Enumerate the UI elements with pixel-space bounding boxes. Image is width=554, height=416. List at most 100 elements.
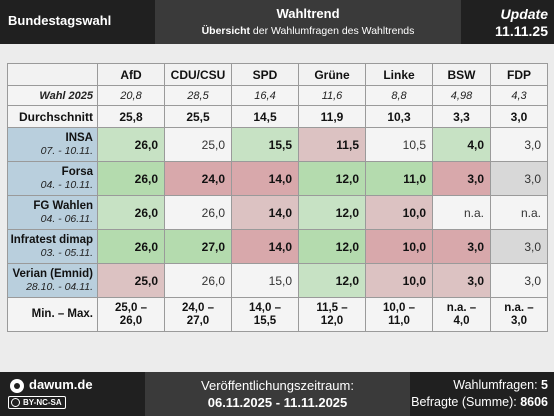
min-max-row: Min. – Max. 25,0 –26,0 24,0 –27,0 14,0 –…	[7, 297, 548, 332]
election-value: 11,6	[298, 85, 366, 106]
poll-value: n.a.	[432, 195, 491, 230]
poll-value: 3,0	[432, 263, 491, 298]
poll-value: 3,0	[490, 263, 548, 298]
party-header: Grüne	[298, 63, 366, 86]
institute-cell: FG Wahlen 04. - 06.11.	[7, 195, 98, 230]
max-value: 15,5	[253, 314, 277, 327]
dawum-logo-icon	[10, 379, 24, 393]
party-header: Linke	[365, 63, 433, 86]
cc-icon	[11, 398, 20, 407]
election-value: 4,3	[490, 85, 548, 106]
poll-value: 12,0	[298, 195, 366, 230]
average-value: 25,8	[97, 105, 165, 128]
period-value: 06.11.2025 - 11.11.2025	[207, 395, 348, 410]
poll-value: 26,0	[164, 263, 232, 298]
average-row: Durchschnitt 25,8 25,5 14,5 11,9 10,3 3,…	[7, 105, 548, 128]
poll-value: 26,0	[164, 195, 232, 230]
header-left-title: Bundestagswahl	[8, 13, 112, 28]
min-max-cell: 25,0 –26,0	[97, 297, 165, 332]
page-subtitle: Übersicht der Wahlumfragen des Wahltrend…	[155, 25, 461, 37]
poll-value: 11,0	[365, 161, 433, 196]
min-value: 10,0 –	[383, 301, 415, 314]
poll-value: 26,0	[97, 229, 165, 264]
election-value: 4,98	[432, 85, 491, 106]
header-left: Bundestagswahl	[0, 0, 155, 44]
min-value: 24,0 –	[182, 301, 214, 314]
update-date: 11.11.25	[495, 23, 548, 39]
poll-value: 14,0	[231, 195, 299, 230]
poll-value: 14,0	[231, 161, 299, 196]
poll-value: 11,5	[298, 127, 366, 162]
institute-name: Forsa	[61, 165, 93, 178]
row-label: Durchschnitt	[7, 105, 98, 128]
footer-brand: dawum.de BY-NC-SA	[0, 372, 145, 416]
institute-row-forsa: Forsa 04. - 10.11. 26,0 24,0 14,0 12,0 11…	[7, 161, 548, 196]
poll-value: 10,5	[365, 127, 433, 162]
subtitle-rest: der Wahlumfragen des Wahltrends	[250, 25, 415, 37]
min-max-cell: n.a. –4,0	[432, 297, 491, 332]
poll-value: 12,0	[298, 229, 366, 264]
poll-value: 12,0	[298, 161, 366, 196]
institute-cell: Infratest dimap 03. - 05.11.	[7, 229, 98, 264]
footer-period: Veröffentlichungszeitraum: 06.11.2025 - …	[145, 372, 410, 416]
min-max-cell: n.a. –3,0	[490, 297, 548, 332]
poll-value: 14,0	[231, 229, 299, 264]
institute-row-verian: Verian (Emnid) 28.10. - 04.11. 25,0 26,0 …	[7, 263, 548, 298]
min-value: n.a. –	[504, 301, 534, 314]
min-max-cell: 10,0 –11,0	[365, 297, 433, 332]
max-value: 26,0	[119, 314, 143, 327]
row-label: Wahl 2025	[7, 85, 98, 106]
max-value: 3,0	[511, 314, 527, 327]
average-value: 14,5	[231, 105, 299, 128]
institute-cell: INSA 07. - 10.11.	[7, 127, 98, 162]
max-value: 11,0	[388, 314, 410, 327]
poll-value: 3,0	[432, 161, 491, 196]
election-value: 20,8	[97, 85, 165, 106]
institute-date: 04. - 06.11.	[40, 212, 93, 225]
poll-value: 3,0	[490, 127, 548, 162]
poll-value: 3,0	[432, 229, 491, 264]
poll-value: n.a.	[490, 195, 548, 230]
corner-cell	[7, 63, 98, 86]
election-value: 16,4	[231, 85, 299, 106]
page-title: Wahltrend	[276, 6, 340, 21]
max-value: 27,0	[186, 314, 210, 327]
poll-value: 15,0	[231, 263, 299, 298]
poll-value: 26,0	[97, 161, 165, 196]
institute-name: Verian (Emnid)	[12, 267, 93, 280]
poll-value: 10,0	[365, 229, 433, 264]
party-header: AfD	[97, 63, 165, 86]
party-header: BSW	[432, 63, 491, 86]
respondents-count: Befragte (Summe): 8606	[411, 395, 548, 409]
party-header: SPD	[231, 63, 299, 86]
poll-value: 25,0	[97, 263, 165, 298]
min-value: 14,0 –	[249, 301, 281, 314]
institute-date: 07. - 10.11.	[40, 144, 93, 157]
poll-value: 26,0	[97, 195, 165, 230]
header-center: Wahltrend Übersicht der Wahlumfragen des…	[155, 0, 461, 44]
polls-value: 5	[541, 378, 548, 392]
poll-value: 27,0	[164, 229, 232, 264]
institute-name: Infratest dimap	[10, 233, 93, 246]
institute-date: 28.10. - 04.11.	[26, 280, 93, 293]
update-label: Update	[500, 6, 548, 22]
site-link[interactable]: dawum.de	[29, 377, 93, 392]
poll-value: 25,0	[164, 127, 232, 162]
period-label: Veröffentlichungszeitraum:	[201, 378, 354, 393]
min-value: 25,0 –	[115, 301, 147, 314]
institute-date: 04. - 10.11.	[40, 178, 93, 191]
poll-value: 26,0	[97, 127, 165, 162]
respondents-value: 8606	[520, 395, 548, 409]
header-update: Update 11.11.25	[461, 0, 554, 44]
polls-label: Wahlumfragen:	[453, 378, 542, 392]
poll-value: 24,0	[164, 161, 232, 196]
min-value: 11,5 –	[316, 301, 348, 314]
election-result-row: Wahl 2025 20,8 28,5 16,4 11,6 8,8 4,98 4…	[7, 85, 548, 106]
poll-value: 15,5	[231, 127, 299, 162]
poll-table: AfD CDU/CSU SPD Grüne Linke BSW FDP Wahl…	[7, 63, 548, 332]
subtitle-bold: Übersicht	[201, 25, 251, 37]
min-value: n.a. –	[446, 301, 477, 314]
license-badge[interactable]: BY-NC-SA	[8, 396, 66, 409]
party-header-row: AfD CDU/CSU SPD Grüne Linke BSW FDP	[7, 63, 548, 86]
institute-cell: Forsa 04. - 10.11.	[7, 161, 98, 196]
